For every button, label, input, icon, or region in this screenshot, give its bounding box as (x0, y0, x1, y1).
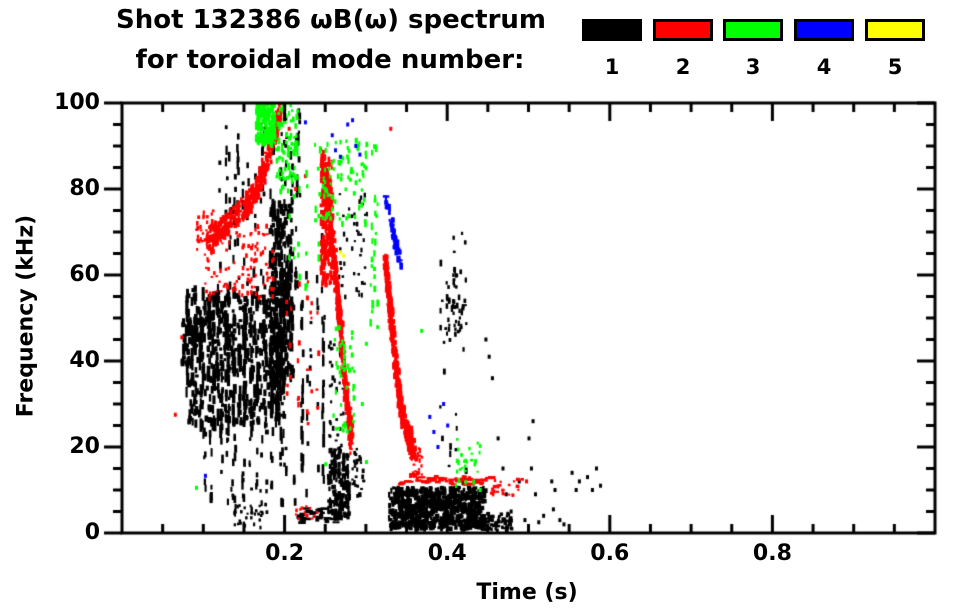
legend-swatch-mode-4 (794, 19, 854, 41)
y-tick-label: 40 (69, 348, 100, 373)
x-tick-label: 0.4 (427, 541, 467, 566)
legend-swatch-mode-3 (723, 19, 783, 41)
legend-label-mode-1: 1 (604, 55, 620, 79)
y-axis-title: Frequency (kHz) (13, 214, 39, 418)
y-tick-label: 60 (69, 262, 100, 287)
y-tick-label: 0 (84, 520, 100, 545)
legend-label-mode-5: 5 (887, 55, 903, 79)
legend-label-mode-4: 4 (816, 55, 832, 79)
legend-label-mode-2: 2 (675, 55, 691, 79)
legend-label-mode-3: 3 (745, 55, 761, 79)
legend-swatch-mode-1 (582, 19, 642, 41)
plot-title-line2: for toroidal mode number: (135, 45, 525, 75)
x-axis-title: Time (s) (476, 580, 578, 605)
legend-swatch-mode-5 (865, 19, 925, 41)
x-tick-label: 0.6 (590, 541, 630, 566)
x-tick-label: 0.8 (752, 541, 792, 566)
x-tick-label: 0.2 (265, 541, 305, 566)
legend-swatch-mode-2 (653, 19, 713, 41)
y-tick-label: 100 (54, 90, 100, 115)
plot-title-line1: Shot 132386 ωB(ω) spectrum (116, 5, 546, 35)
y-tick-label: 80 (69, 176, 100, 201)
y-tick-label: 20 (69, 434, 100, 459)
